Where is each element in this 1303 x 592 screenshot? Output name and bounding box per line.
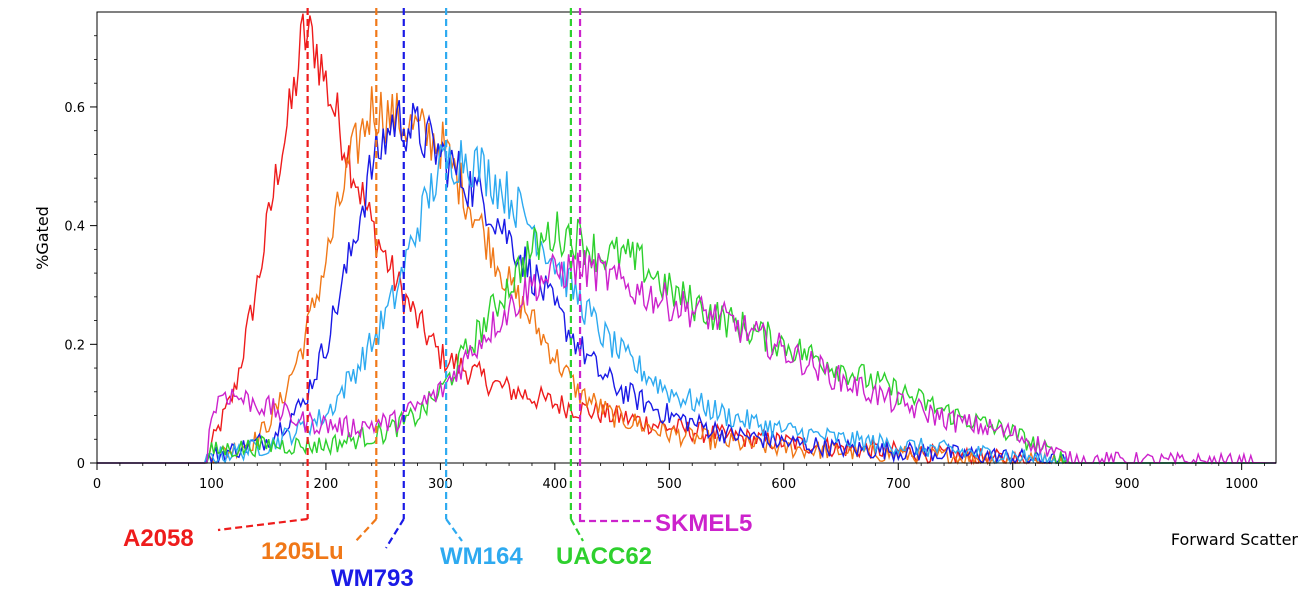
x-tick-label: 400 bbox=[542, 477, 567, 492]
leader-line-wm164 bbox=[445, 518, 463, 542]
series-layer bbox=[97, 13, 1276, 466]
leader-line-1205lu bbox=[354, 518, 378, 543]
x-tick-label: 1000 bbox=[1225, 477, 1258, 492]
x-tick-label: 200 bbox=[314, 477, 339, 492]
marker-label-wm164: WM164 bbox=[440, 543, 523, 570]
marker-label-skmel5: SKMEL5 bbox=[655, 510, 752, 537]
y-axis-title: %Gated bbox=[33, 206, 52, 270]
x-tick-label: 700 bbox=[886, 477, 911, 492]
x-tick-label: 800 bbox=[1000, 477, 1025, 492]
series-line-a2058 bbox=[97, 13, 1276, 466]
leader-line-wm793 bbox=[385, 518, 405, 549]
x-axis-title: Forward Scatter bbox=[1171, 530, 1299, 549]
x-tick-label: 900 bbox=[1115, 477, 1140, 492]
x-tick-label: 500 bbox=[657, 477, 682, 492]
leader-line-uacc62 bbox=[569, 518, 584, 542]
y-tick-label: 0.6 bbox=[64, 101, 85, 116]
axis-ticks: 0 100 200 300 400 500 600 700 800 900 1000 0 0.2 0.4 0… bbox=[64, 35, 1265, 492]
marker-label-a2058: A2058 bbox=[123, 525, 194, 552]
leader-line-skmel5 bbox=[578, 519, 655, 523]
y-tick-label: 0.4 bbox=[64, 220, 85, 235]
leader-line-a2058 bbox=[217, 517, 308, 532]
x-tick-label: 300 bbox=[428, 477, 453, 492]
x-tick-label: 100 bbox=[199, 477, 224, 492]
x-tick-label: 600 bbox=[771, 477, 796, 492]
plot-border bbox=[96, 11, 1277, 464]
marker-label-wm793: WM793 bbox=[331, 565, 414, 592]
marker-label-1205lu: 1205Lu bbox=[261, 538, 344, 565]
x-tick-label: 0 bbox=[93, 477, 101, 492]
y-tick-label: 0.2 bbox=[64, 338, 85, 353]
marker-label-uacc62: UACC62 bbox=[556, 543, 652, 570]
y-tick-label: 0 bbox=[77, 457, 85, 472]
plot-frame bbox=[96, 11, 1277, 464]
